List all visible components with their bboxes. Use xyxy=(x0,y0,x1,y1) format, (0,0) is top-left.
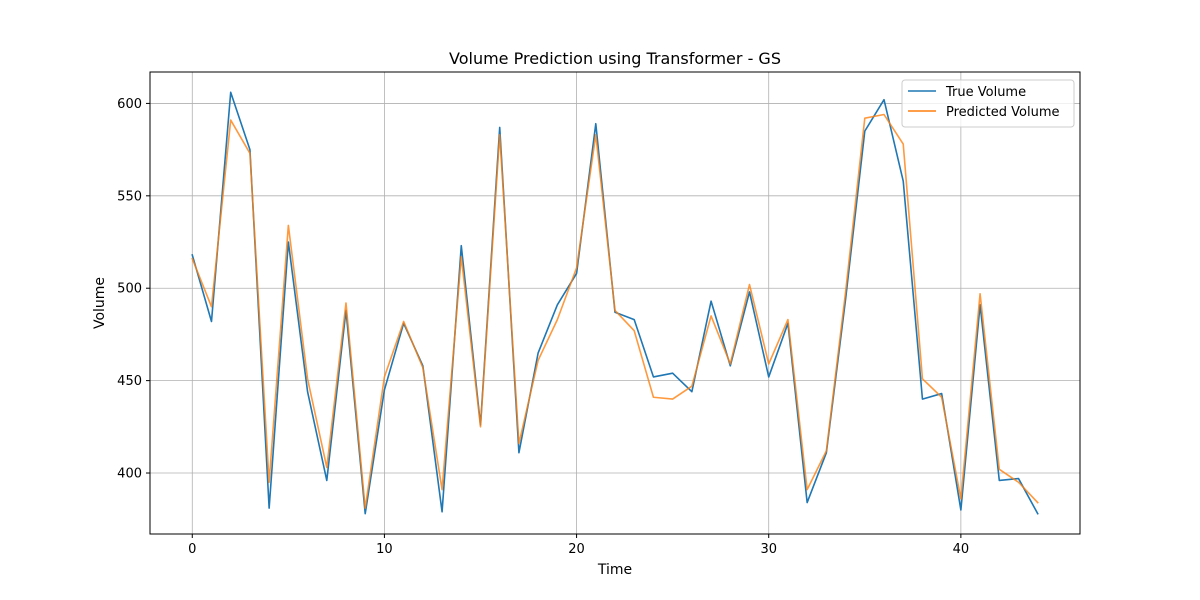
plot-frame xyxy=(149,71,1081,535)
y-tick-label: 400 xyxy=(117,467,142,482)
legend-label-true-volume: True Volume xyxy=(945,85,1026,100)
x-tick-label: 0 xyxy=(188,542,196,557)
plot-area xyxy=(150,72,1080,534)
x-axis-title: Time xyxy=(597,562,632,578)
x-tick-label: 10 xyxy=(376,542,393,557)
y-axis-title: Volume xyxy=(92,277,108,329)
y-tick-label: 450 xyxy=(117,374,142,389)
y-tick-label: 500 xyxy=(117,282,142,297)
x-tick-label: 40 xyxy=(953,542,970,557)
x-tick-label: 20 xyxy=(568,542,585,557)
y-tick-label: 600 xyxy=(117,97,142,112)
chart-title: Volume Prediction using Transformer - GS xyxy=(449,49,781,68)
x-tick-label: 30 xyxy=(760,542,777,557)
series-lines xyxy=(191,91,1039,515)
legend: True Volume Predicted Volume xyxy=(901,79,1075,128)
series-line-predicted-volume xyxy=(191,113,1039,509)
series-line-true-volume xyxy=(191,91,1039,515)
axis-ticks: 0 10 20 30 40 400 450 500 550 600 xyxy=(117,97,969,557)
y-tick-label: 550 xyxy=(117,189,142,204)
legend-box xyxy=(901,79,1075,128)
legend-label-predicted-volume: Predicted Volume xyxy=(946,105,1060,120)
